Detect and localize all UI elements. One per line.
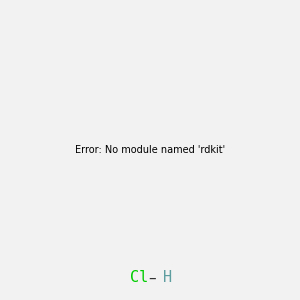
Text: Cl: Cl (130, 271, 148, 286)
Text: –: – (148, 271, 156, 286)
Text: Error: No module named 'rdkit': Error: No module named 'rdkit' (75, 145, 225, 155)
Text: H: H (163, 271, 172, 286)
